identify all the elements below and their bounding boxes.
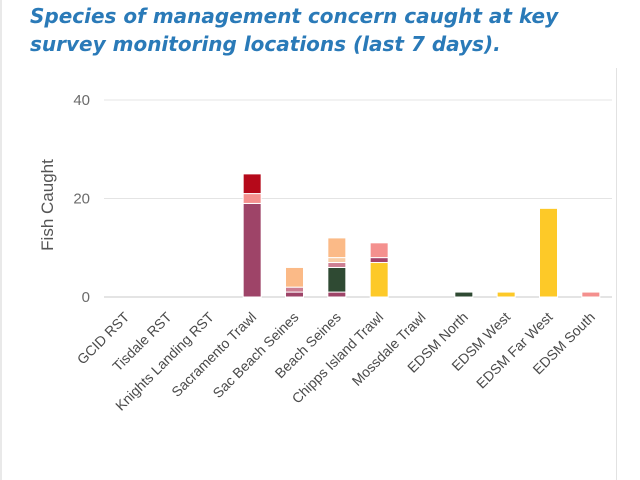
- bar-segment[interactable]: [327, 266, 347, 293]
- y-tick-label: 40: [73, 92, 90, 109]
- y-tick-label: 0: [82, 289, 90, 306]
- bar-segment[interactable]: [369, 242, 389, 259]
- bar-segment[interactable]: [327, 257, 347, 264]
- y-axis-label: Fish Caught: [38, 159, 57, 251]
- bar-segment[interactable]: [285, 286, 304, 293]
- bar-segment[interactable]: [369, 262, 389, 298]
- gridlines: [104, 99, 612, 298]
- bar-stacks: [242, 173, 601, 298]
- right-border: [616, 68, 617, 480]
- x-category-label: Mossdale Trawl: [349, 309, 429, 389]
- chart-title: Species of management concern caught at …: [30, 4, 559, 56]
- bar-segment[interactable]: [242, 202, 262, 298]
- bar-segment[interactable]: [327, 237, 347, 259]
- bar-segment[interactable]: [242, 173, 262, 195]
- y-axis-ticks: 0 20 40: [73, 92, 90, 306]
- bar-segment[interactable]: [285, 266, 304, 288]
- bar-segment[interactable]: [327, 262, 347, 268]
- bar-segment[interactable]: [496, 291, 516, 298]
- bar-segment[interactable]: [454, 291, 474, 298]
- bar-segment[interactable]: [539, 207, 558, 298]
- bar-segment[interactable]: [242, 193, 262, 204]
- bar-segment[interactable]: [327, 291, 347, 298]
- left-border: [0, 0, 2, 480]
- x-category-label: EDSM Far West: [473, 309, 556, 392]
- bar-segment[interactable]: [285, 291, 304, 298]
- bar-segment[interactable]: [581, 291, 601, 298]
- bar-segment[interactable]: [369, 257, 389, 264]
- y-tick-label: 20: [73, 191, 90, 208]
